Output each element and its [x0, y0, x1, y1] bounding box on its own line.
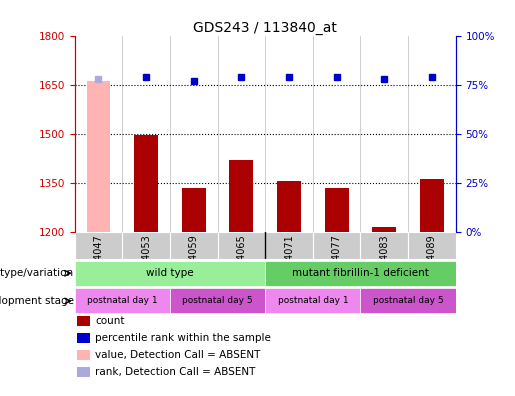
FancyBboxPatch shape [360, 232, 408, 259]
Text: postnatal day 5: postnatal day 5 [373, 297, 443, 305]
Text: GSM4047: GSM4047 [94, 234, 104, 281]
Text: GSM4065: GSM4065 [236, 234, 246, 281]
FancyBboxPatch shape [265, 232, 313, 259]
Text: GSM4089: GSM4089 [427, 234, 437, 281]
Text: genotype/variation: genotype/variation [0, 268, 74, 278]
FancyBboxPatch shape [75, 288, 170, 314]
FancyBboxPatch shape [265, 261, 456, 286]
Text: postnatal day 1: postnatal day 1 [87, 297, 158, 305]
Text: count: count [95, 316, 125, 326]
Bar [77, 350, 90, 360]
Bar [277, 181, 301, 232]
Text: GSM4071: GSM4071 [284, 234, 294, 281]
Text: rank, Detection Call = ABSENT: rank, Detection Call = ABSENT [95, 367, 255, 377]
Bar [77, 367, 90, 377]
FancyBboxPatch shape [408, 232, 456, 259]
Bar [372, 227, 396, 232]
Text: percentile rank within the sample: percentile rank within the sample [95, 333, 271, 343]
Text: GSM4053: GSM4053 [141, 234, 151, 281]
FancyBboxPatch shape [217, 232, 265, 259]
Bar [77, 316, 90, 326]
FancyBboxPatch shape [265, 288, 360, 314]
Bar [230, 160, 253, 232]
FancyBboxPatch shape [360, 288, 456, 314]
Text: mutant fibrillin-1 deficient: mutant fibrillin-1 deficient [292, 268, 429, 278]
Text: postnatal day 5: postnatal day 5 [182, 297, 253, 305]
FancyBboxPatch shape [122, 232, 170, 259]
Text: value, Detection Call = ABSENT: value, Detection Call = ABSENT [95, 350, 261, 360]
Text: development stage: development stage [0, 296, 74, 306]
Text: postnatal day 1: postnatal day 1 [278, 297, 348, 305]
Title: GDS243 / 113840_at: GDS243 / 113840_at [193, 21, 337, 34]
Bar [420, 179, 444, 232]
Bar [87, 81, 110, 232]
Bar [77, 333, 90, 343]
Text: GSM4059: GSM4059 [189, 234, 199, 281]
Bar [325, 188, 349, 232]
FancyBboxPatch shape [75, 261, 265, 286]
FancyBboxPatch shape [75, 232, 122, 259]
FancyBboxPatch shape [170, 232, 217, 259]
Text: GSM4077: GSM4077 [332, 234, 341, 281]
Bar [134, 135, 158, 232]
Text: wild type: wild type [146, 268, 194, 278]
FancyBboxPatch shape [170, 288, 265, 314]
Bar [182, 188, 205, 232]
Text: GSM4083: GSM4083 [380, 234, 389, 281]
FancyBboxPatch shape [313, 232, 360, 259]
